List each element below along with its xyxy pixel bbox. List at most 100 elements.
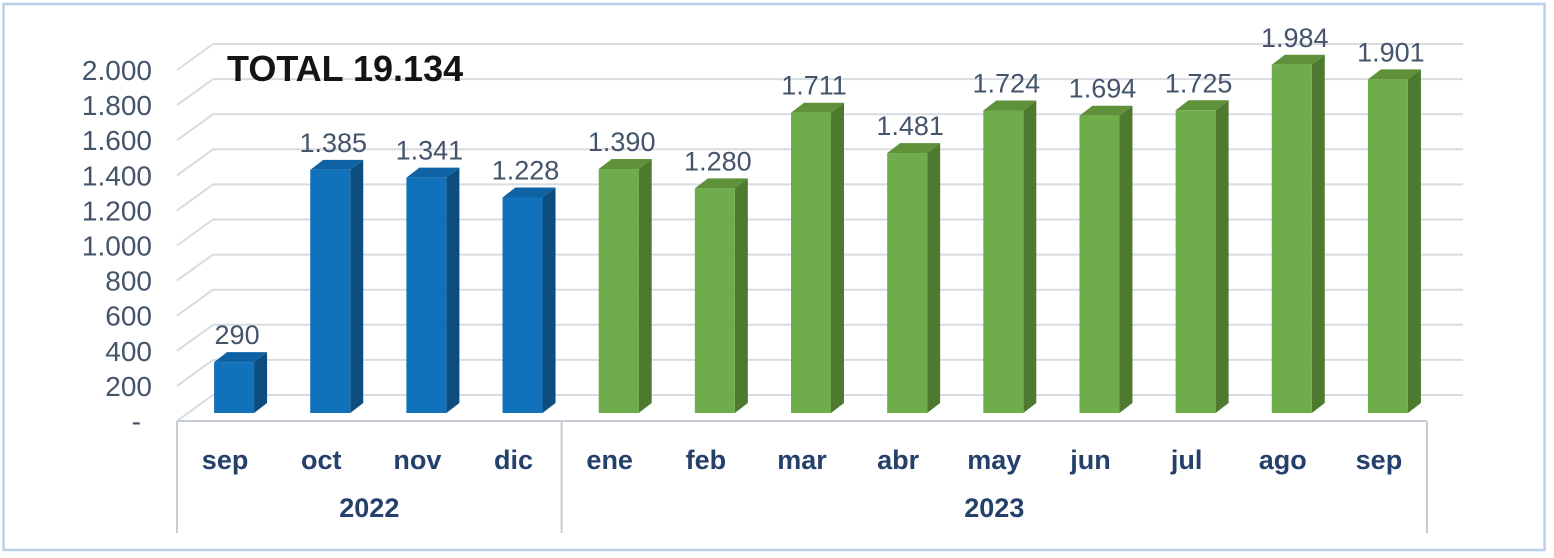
bar-side (1407, 69, 1421, 413)
bar-side (254, 352, 268, 413)
bar-value-label: 290 (215, 320, 260, 350)
bar-front (1271, 64, 1312, 414)
bar-top (694, 178, 748, 189)
bar-value-label: 1.901 (1357, 37, 1425, 67)
bar-top (406, 167, 460, 178)
bar-top (1079, 105, 1133, 116)
depth-line (176, 288, 214, 317)
year-group-label: 2023 (964, 493, 1024, 523)
x-axis-month-label: sep (202, 445, 249, 475)
chart-title: TOTAL 19.134 (227, 48, 463, 89)
bar-top (1367, 69, 1421, 80)
depth-line (176, 323, 214, 352)
bar-top (1271, 54, 1325, 65)
x-axis-month-label: may (967, 445, 1021, 475)
bar-top (310, 159, 364, 170)
x-axis-month-label: mar (777, 445, 827, 475)
bar-value-label: 1.711 (781, 71, 847, 101)
bar-side (542, 187, 556, 413)
y-axis-tick-label: - (132, 406, 141, 437)
bar-front (694, 188, 735, 413)
bar-front (598, 169, 639, 413)
bar-value-label: 1.481 (876, 111, 944, 141)
bar-front (214, 362, 255, 413)
bar-top (887, 143, 941, 154)
depth-line (176, 148, 214, 177)
bar-front (1175, 110, 1216, 413)
depth-line (176, 113, 214, 142)
y-axis-tick-label: 800 (105, 266, 152, 297)
bar (502, 187, 556, 413)
bar-front (1367, 79, 1408, 413)
bar-top (598, 159, 652, 170)
x-axis-month-label: jun (1069, 445, 1111, 475)
depth-line (176, 218, 214, 247)
bar-value-label: 1.341 (396, 136, 464, 166)
bar-side (1119, 105, 1133, 413)
bar-front (791, 112, 831, 414)
bar (887, 143, 941, 413)
bar-top (1175, 100, 1229, 111)
bar (1175, 100, 1229, 413)
x-axis-month-label: feb (686, 445, 727, 475)
x-axis-month-label: jul (1170, 445, 1203, 475)
y-axis-tick-label: 1.000 (82, 231, 152, 262)
bar-value-label: 1.984 (1261, 23, 1329, 53)
bar-value-label: 1.725 (1165, 68, 1233, 98)
bar-side (446, 167, 460, 413)
bar-side (927, 143, 941, 413)
x-axis-month-label: ene (586, 445, 633, 475)
bar (598, 159, 652, 413)
y-axis-tick-label: 1.200 (82, 195, 152, 226)
depth-line (176, 253, 214, 282)
y-axis-tick-label: 1.600 (82, 125, 152, 156)
bar-value-label: 1.385 (299, 128, 367, 158)
depth-line (176, 78, 214, 106)
bar-side (1311, 54, 1325, 414)
bar (983, 100, 1037, 414)
bar (214, 352, 268, 413)
y-axis-tick-label: 200 (105, 371, 152, 402)
bar-value-label: 1.694 (1069, 74, 1137, 104)
x-axis-month-label: ago (1259, 445, 1307, 475)
bar-side (638, 159, 652, 413)
bars-layer: 290 sep 1.385 oct 1.341 nov 1.228 dic 1.390 ene 1.… (176, 23, 1428, 533)
bar (1367, 69, 1421, 413)
bar-top (791, 102, 844, 113)
bar-front (310, 169, 351, 413)
bar-side (831, 102, 844, 414)
x-axis-month-label: dic (494, 445, 533, 475)
bar (1079, 105, 1133, 413)
bar-front (983, 110, 1024, 414)
year-group-label: 2022 (339, 493, 399, 523)
depth-line (176, 183, 214, 212)
bar-value-label: 1.228 (492, 155, 560, 185)
y-axis-tick-label: 2.000 (82, 55, 152, 86)
bar-top (214, 352, 268, 363)
x-axis-month-label: nov (393, 445, 441, 475)
bar-value-label: 1.280 (684, 146, 752, 176)
bar-side (1023, 100, 1037, 414)
bar-value-label: 1.390 (588, 127, 656, 157)
bar (694, 178, 748, 413)
bar-top (983, 100, 1037, 111)
y-axis-tick-label: 400 (105, 336, 152, 367)
bar (1271, 54, 1325, 414)
bar (406, 167, 460, 413)
depth-line (176, 43, 214, 71)
bar (791, 102, 844, 414)
y-axis-tick-label: 600 (105, 301, 152, 332)
bar-front (1079, 115, 1120, 413)
bar-value-label: 1.724 (973, 68, 1041, 98)
y-axis-tick-label: 1.400 (82, 160, 152, 191)
bar-side (1215, 100, 1229, 413)
bar-top (502, 187, 556, 198)
x-axis-month-label: oct (301, 445, 342, 475)
depth-line (176, 394, 214, 422)
bar-front (502, 197, 543, 413)
x-axis-month-label: abr (877, 445, 920, 475)
bar (310, 159, 364, 413)
bar-side (734, 178, 748, 413)
